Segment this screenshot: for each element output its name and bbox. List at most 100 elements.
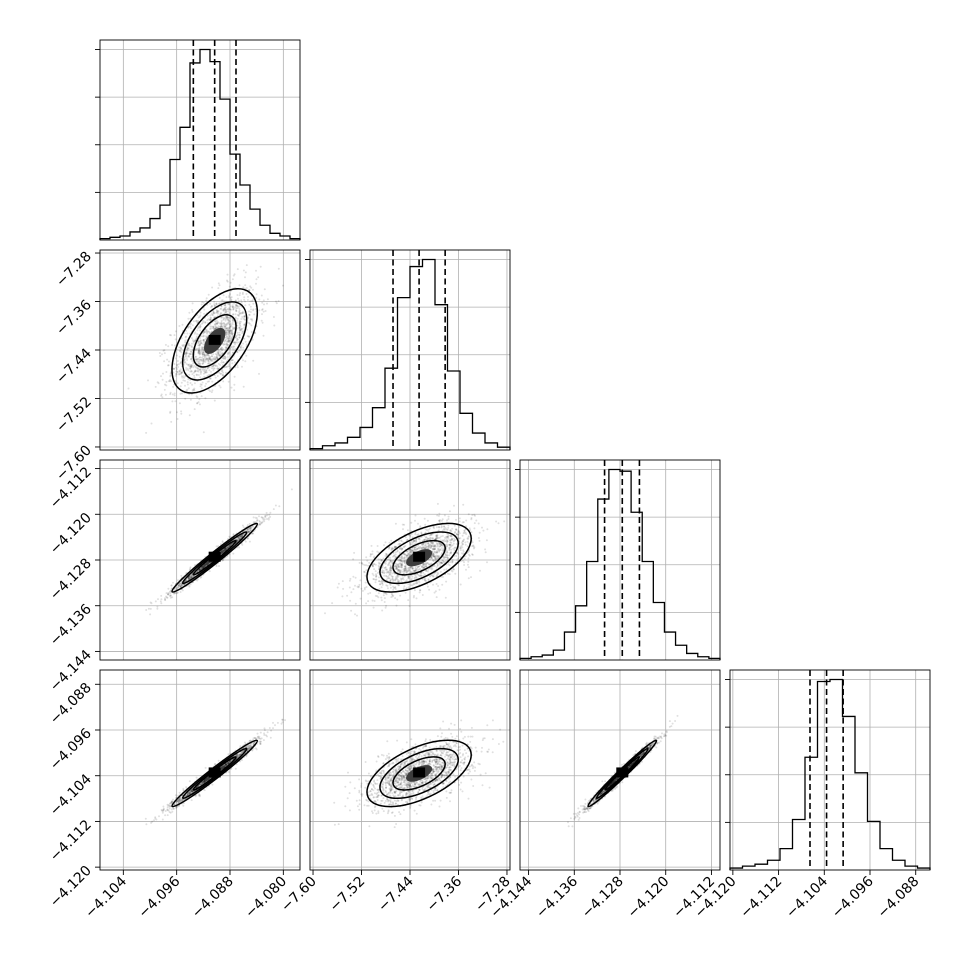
sample-point — [438, 513, 440, 515]
sample-point — [227, 338, 229, 340]
sample-point — [232, 323, 234, 325]
sample-point — [460, 584, 462, 586]
sample-point — [202, 339, 204, 341]
sample-point — [375, 564, 377, 566]
sample-point — [252, 289, 254, 291]
sample-point — [456, 533, 458, 535]
sample-point — [367, 600, 369, 602]
sample-point — [240, 299, 242, 301]
marginal-panel-3 — [725, 670, 930, 870]
sample-point — [470, 576, 472, 578]
sample-point — [190, 583, 192, 585]
sample-point — [175, 338, 177, 340]
sample-point — [186, 363, 188, 365]
sample-point — [367, 565, 369, 567]
sample-point — [160, 602, 162, 604]
sample-point — [243, 296, 245, 298]
sample-point — [462, 543, 464, 545]
sample-point — [361, 562, 363, 564]
sample-point — [200, 371, 202, 373]
sample-point — [370, 554, 372, 556]
sample-point — [179, 350, 181, 352]
sample-point — [232, 278, 234, 280]
sample-point — [473, 545, 475, 547]
sample-point — [173, 363, 175, 365]
sample-point — [192, 324, 194, 326]
sample-point — [409, 542, 411, 544]
sample-point — [188, 353, 190, 355]
sample-point — [239, 323, 241, 325]
sample-point — [423, 539, 425, 541]
sample-point — [383, 594, 385, 596]
sample-point — [454, 573, 456, 575]
sample-point — [227, 333, 229, 335]
sample-point — [412, 541, 414, 543]
sample-point — [441, 520, 443, 522]
sample-point — [417, 566, 419, 568]
sample-point — [409, 543, 411, 545]
sample-point — [228, 312, 230, 314]
sample-point — [179, 356, 181, 358]
sample-point — [443, 528, 445, 530]
sample-point — [251, 318, 253, 320]
sample-point — [176, 411, 178, 413]
sample-point — [214, 305, 216, 307]
sample-point — [479, 570, 481, 572]
joint-panel-0-1 — [100, 242, 300, 456]
sample-point — [401, 564, 403, 566]
sample-point — [352, 558, 354, 560]
sample-point — [484, 548, 486, 550]
sample-point — [211, 287, 213, 289]
sample-point — [449, 530, 451, 532]
sample-point — [454, 539, 456, 541]
sample-point — [431, 545, 433, 547]
sample-point — [384, 601, 386, 603]
sample-point — [456, 529, 458, 531]
sample-point — [242, 311, 244, 313]
sample-point — [267, 298, 269, 300]
sample-point — [234, 361, 236, 363]
sample-point — [189, 414, 191, 416]
sample-point — [242, 286, 244, 288]
sample-point — [468, 566, 470, 568]
sample-point — [221, 320, 223, 322]
sample-point — [215, 327, 217, 329]
sample-point — [235, 310, 237, 312]
sample-point — [401, 549, 403, 551]
sample-point — [432, 555, 434, 557]
sample-point — [159, 352, 161, 354]
sample-point — [450, 535, 452, 537]
sample-point — [482, 530, 484, 532]
sample-point — [199, 369, 201, 371]
sample-point — [424, 545, 426, 547]
sample-point — [170, 421, 172, 423]
sample-point — [231, 362, 233, 364]
sample-point — [238, 300, 240, 302]
sample-point — [446, 543, 448, 545]
sample-point — [156, 606, 158, 608]
sample-point — [218, 349, 220, 351]
sample-point — [278, 505, 280, 507]
sample-point — [379, 583, 381, 585]
sample-point — [356, 615, 358, 617]
sample-point — [458, 531, 460, 533]
sample-point — [350, 610, 352, 612]
sample-point — [224, 324, 226, 326]
sample-point — [198, 349, 200, 351]
sample-point — [245, 355, 247, 357]
sample-point — [228, 307, 230, 309]
sample-point — [407, 529, 409, 531]
sample-point — [432, 584, 434, 586]
sample-point — [252, 533, 254, 535]
sample-point — [436, 566, 438, 568]
sample-point — [440, 526, 442, 528]
sample-point — [375, 579, 377, 581]
sample-point — [447, 557, 449, 559]
sample-point — [215, 321, 217, 323]
sample-point — [236, 332, 238, 334]
sample-point — [250, 527, 252, 529]
sample-point — [402, 571, 404, 573]
sample-point — [227, 356, 229, 358]
sample-point — [385, 605, 387, 607]
